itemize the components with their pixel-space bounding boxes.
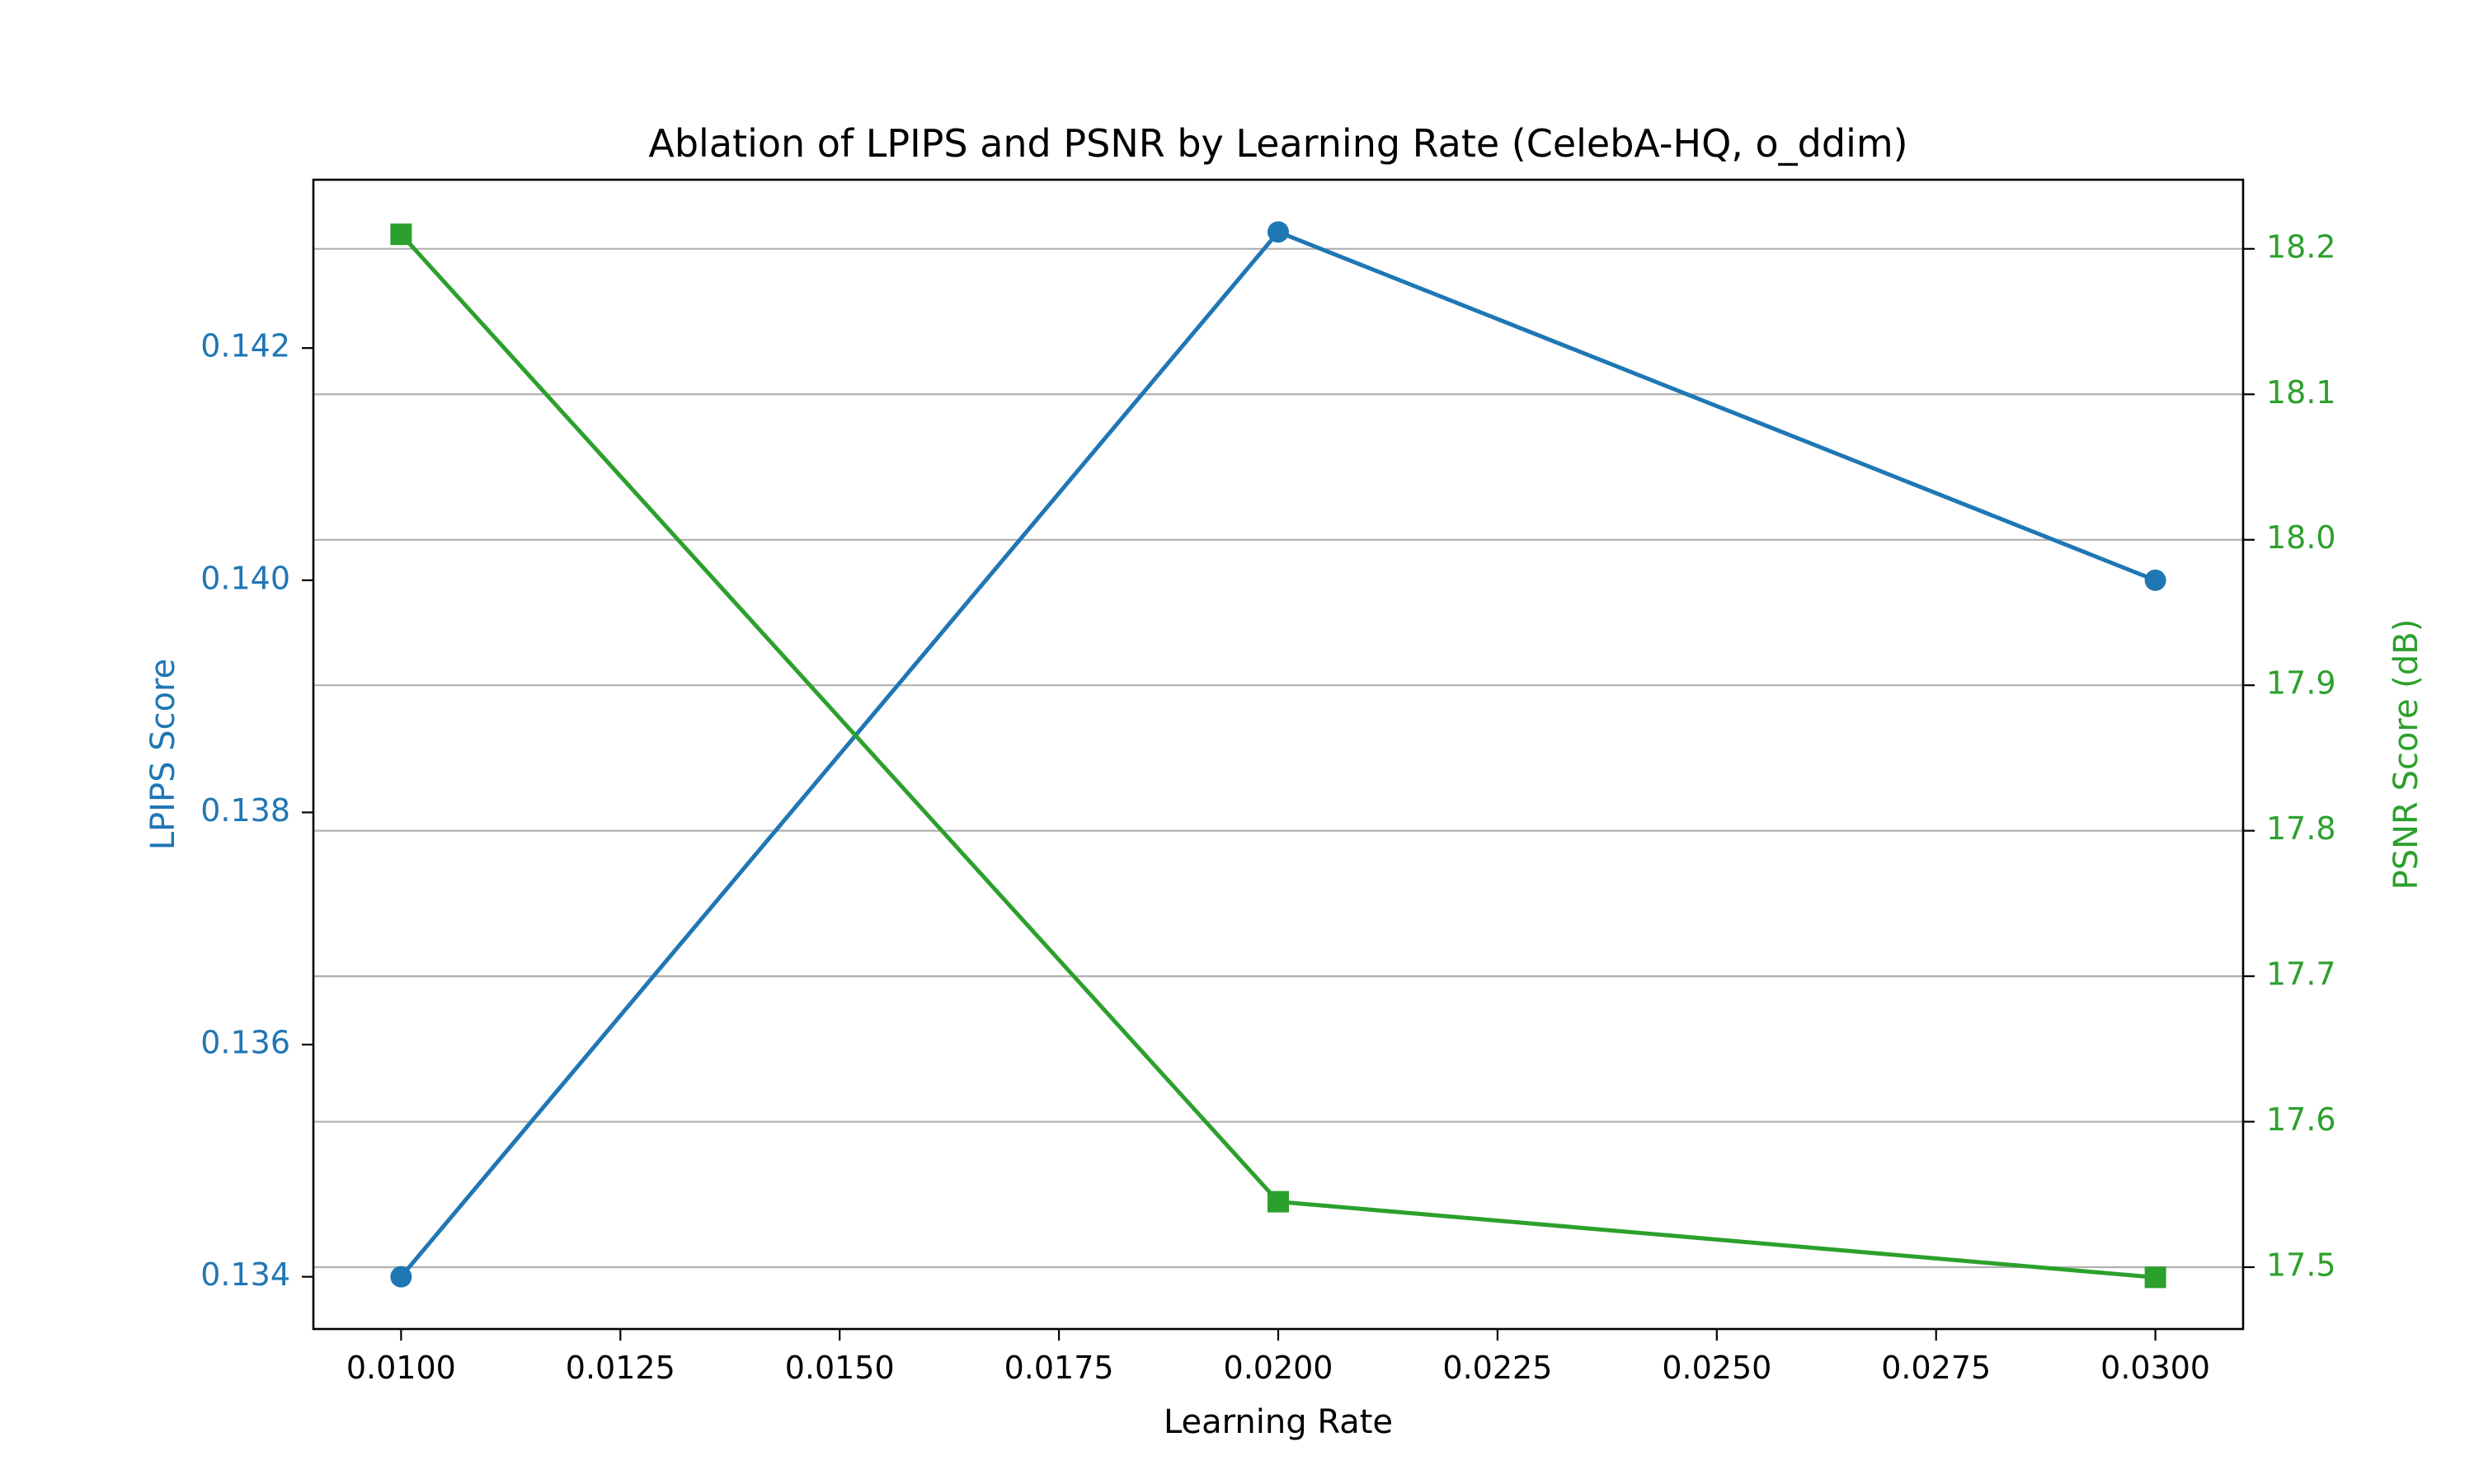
point-psnr [1268, 1190, 1289, 1213]
y-right-tick-label: 18.2 [2266, 228, 2336, 265]
y-axis-left-label: LPIPS Score [144, 659, 182, 850]
x-tick-label: 0.0275 [1881, 1350, 1991, 1386]
y-right-tick-label: 17.8 [2266, 810, 2336, 847]
point-psnr [390, 223, 412, 246]
y-left-tick-label: 0.136 [200, 1025, 290, 1061]
grid-layer [313, 247, 2243, 1269]
y-right-tick-label: 18.0 [2266, 519, 2336, 556]
x-tick-label: 0.0200 [1224, 1350, 1333, 1386]
y-left-tick-label: 0.142 [200, 328, 290, 364]
x-tick-label: 0.0250 [1662, 1350, 1771, 1386]
point-lpips [1268, 221, 1289, 243]
x-tick-label: 0.0175 [1004, 1350, 1114, 1386]
y-axis-left: 0.134 0.136 0.138 0.140 0.142 [200, 328, 313, 1293]
y-right-tick-label: 17.7 [2266, 956, 2336, 993]
series-layer [390, 221, 2166, 1289]
x-tick-label: 0.0300 [2100, 1350, 2210, 1386]
y-axis-right-label: PSNR Score (dB) [2387, 619, 2425, 890]
y-right-tick-label: 17.9 [2266, 665, 2336, 702]
y-left-tick-label: 0.138 [200, 792, 290, 829]
x-tick-label: 0.0125 [566, 1350, 675, 1386]
x-axis-label: Learning Rate [1164, 1403, 1393, 1441]
point-lpips [390, 1266, 412, 1288]
chart-title: Ablation of LPIPS and PSNR by Learning R… [648, 121, 1907, 166]
y-left-tick-label: 0.140 [200, 560, 290, 596]
y-left-tick-label: 0.134 [200, 1256, 290, 1293]
x-tick-label: 0.0100 [346, 1350, 456, 1386]
x-axis: 0.0100 0.0125 0.0150 0.0175 0.0200 0.0225 0.02… [346, 1329, 2210, 1386]
x-tick-label: 0.0150 [785, 1350, 895, 1386]
y-right-tick-label: 18.1 [2266, 374, 2336, 411]
point-lpips [2144, 569, 2166, 591]
point-psnr [2144, 1266, 2166, 1289]
y-right-tick-label: 17.5 [2266, 1247, 2336, 1284]
x-tick-label: 0.0225 [1442, 1350, 1552, 1386]
y-right-tick-label: 17.6 [2266, 1101, 2336, 1138]
y-axis-right: 17.5 17.6 17.7 17.8 17.9 18.0 18.1 18.2 [2243, 228, 2336, 1284]
